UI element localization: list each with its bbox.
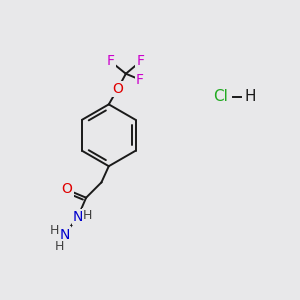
Text: F: F — [136, 54, 145, 68]
Text: H: H — [49, 224, 59, 237]
Text: N: N — [59, 227, 70, 242]
Text: H: H — [55, 240, 64, 254]
Text: F: F — [106, 54, 115, 68]
Text: F: F — [136, 73, 144, 87]
Text: H: H — [244, 89, 256, 104]
Text: H: H — [82, 208, 92, 222]
Text: O: O — [61, 182, 72, 196]
Text: Cl: Cl — [213, 89, 228, 104]
Text: N: N — [73, 210, 83, 224]
Text: O: O — [112, 82, 123, 96]
